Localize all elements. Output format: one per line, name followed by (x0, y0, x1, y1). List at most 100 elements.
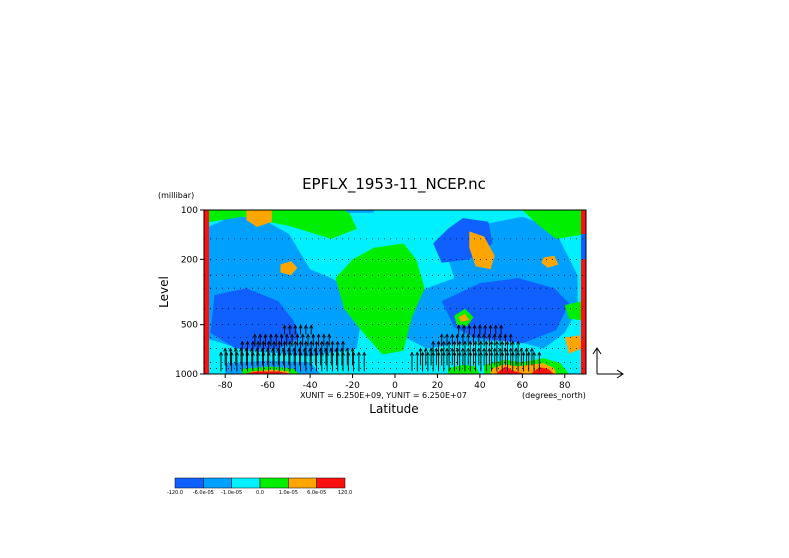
flux-vector-head (350, 347, 355, 352)
right-strip (581, 233, 586, 260)
flux-vector-head (308, 347, 313, 352)
flux-vector-head (293, 324, 298, 329)
flux-vector-head (498, 347, 503, 352)
flux-vector-head (286, 347, 291, 352)
colorbar-swatch (259, 477, 289, 489)
flux-vector-head (484, 351, 489, 356)
flux-vector-head (455, 333, 460, 338)
flux-vector-head (498, 333, 503, 338)
y-axis: 100 200 500 1000 (175, 206, 204, 380)
colorbar-label: -120.0 (167, 490, 183, 496)
flux-vector-head (281, 347, 286, 352)
flux-vector-head (467, 324, 472, 329)
colorbar-label: 0.0 (256, 490, 264, 496)
flux-vector-head (521, 351, 526, 356)
flux-vector-head (298, 351, 303, 356)
flux-vector-head (516, 351, 521, 356)
flux-vector-head (298, 340, 303, 345)
flux-vector-head (240, 340, 245, 345)
colorbar-label: -6.0e-05 (193, 490, 214, 496)
colorbar-swatch (231, 477, 261, 489)
flux-vector-head (314, 340, 319, 345)
flux-vector-head (261, 351, 266, 356)
flux-vector-head (463, 340, 467, 345)
flux-vector-head (228, 347, 233, 352)
flux-vector-head (436, 340, 441, 345)
flux-vector-head (410, 351, 414, 356)
flux-vector-head (306, 333, 310, 338)
contour-region (246, 210, 272, 227)
flux-vector-head (319, 351, 324, 356)
flux-vector-head (429, 347, 434, 352)
flux-vector-head (324, 347, 328, 352)
flux-vector-head (482, 333, 487, 338)
contour-region (564, 301, 582, 321)
flux-vector-head (287, 324, 292, 329)
chart-title: EPFLX_1953-11_NCEP.nc (302, 175, 486, 194)
flux-vector-head (339, 347, 344, 352)
flux-vector-head (256, 340, 261, 345)
flux-vector-head (245, 340, 250, 345)
flux-vector-head (456, 324, 461, 329)
colorbar: -120.0 -6.0e-05 -1.0e-05 0.0 1.0e-05 6.0e-05 1… (167, 477, 352, 496)
flux-vector-head (300, 333, 305, 338)
flux-vector-head (341, 351, 345, 356)
flux-vector-head (483, 324, 488, 329)
colorbar-label: 6.0e-05 (307, 490, 326, 496)
flux-vector-head (325, 340, 330, 345)
flux-vector-head (244, 347, 249, 352)
flux-vector-head (256, 351, 261, 356)
flux-vector-head (272, 340, 276, 345)
flux-vector-head (503, 333, 508, 338)
flux-vector-head (316, 333, 321, 338)
flux-vector-head (439, 347, 444, 352)
flux-vector-head (505, 340, 510, 345)
flux-vector-head (532, 351, 536, 356)
flux-vector-head (418, 347, 423, 352)
flux-vector-head (321, 333, 326, 338)
x-units-label: (degrees_north) (522, 391, 586, 400)
flux-vector-head (516, 340, 521, 345)
flux-vector-head (420, 351, 425, 356)
flux-vector-head (233, 347, 238, 352)
flux-vector-head (455, 347, 460, 352)
flux-vector-head (441, 340, 446, 345)
flux-vector-head (234, 351, 239, 356)
flux-vector-head (266, 340, 271, 345)
colorbar-swatch (174, 477, 204, 489)
flux-vector-head (460, 347, 465, 352)
flux-vector-head (436, 351, 441, 356)
flux-vector-head (250, 351, 255, 356)
flux-vector-head (287, 351, 292, 356)
colorbar-label: 1.0e-05 (279, 490, 298, 496)
flux-vector-head (473, 340, 478, 345)
colorbar-label: 120.0 (338, 490, 352, 496)
flux-vector-head (473, 351, 478, 356)
x-axis-label: Latitude (369, 402, 418, 416)
flux-vector-head (292, 347, 297, 352)
flux-vector-head (330, 340, 335, 345)
flux-vector-head (335, 351, 340, 356)
dotted-levels (204, 238, 586, 369)
contour-region (335, 243, 425, 355)
flux-vector-head (282, 324, 287, 329)
flux-vector-head (330, 351, 335, 356)
colorbar-swatch (288, 477, 317, 489)
flux-vector-head (466, 333, 471, 338)
flux-vector-head (290, 333, 295, 338)
left-strip (204, 210, 209, 374)
flux-vector-head (478, 340, 483, 345)
flux-vector-head (249, 347, 254, 352)
flux-vector-head (466, 347, 471, 352)
flux-vector-head (277, 340, 282, 345)
flux-vector-head (229, 351, 234, 356)
flux-vector-head (476, 333, 481, 338)
flux-vector-head (345, 347, 350, 352)
contour-region (522, 210, 586, 239)
flux-vector-head (494, 351, 499, 356)
contour-region (363, 210, 383, 223)
flux-vector-head (488, 324, 493, 329)
flux-vector-head (314, 351, 319, 356)
flux-vector-head (276, 347, 281, 352)
flux-vector-head (489, 340, 494, 345)
